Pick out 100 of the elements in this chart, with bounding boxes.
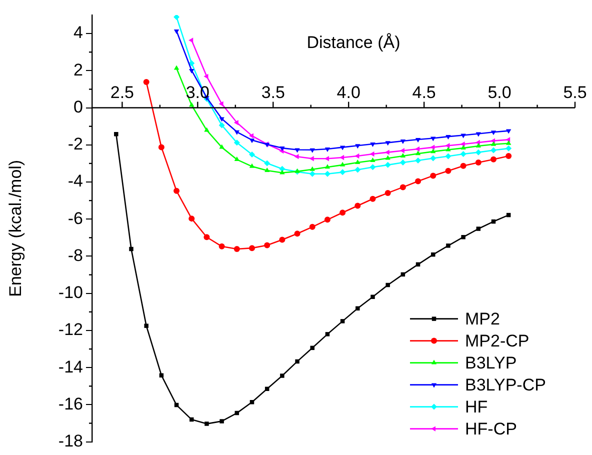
point <box>384 190 391 196</box>
point <box>340 210 346 216</box>
x-tick-label: 2.5 <box>110 82 134 102</box>
legend-label: MP2 <box>465 309 500 328</box>
point <box>400 140 406 144</box>
point <box>415 178 422 184</box>
point <box>400 184 406 190</box>
point <box>475 149 482 156</box>
point <box>218 122 225 128</box>
point <box>144 324 148 328</box>
y-axis-title: Energy (kcal./mol) <box>6 160 25 297</box>
point <box>415 150 421 156</box>
y-tick-label: 4 <box>74 23 83 42</box>
y-tick-label: -4 <box>68 172 83 191</box>
point <box>415 138 421 143</box>
point <box>174 65 180 70</box>
point <box>159 373 164 378</box>
point <box>310 166 315 171</box>
point <box>174 15 180 20</box>
point <box>445 153 452 160</box>
point <box>340 162 346 166</box>
x-tick-label: 5.5 <box>563 82 587 102</box>
point <box>188 38 194 43</box>
point <box>430 144 435 150</box>
y-tick-label: -6 <box>68 208 83 228</box>
point <box>354 153 360 159</box>
point <box>370 151 374 157</box>
point <box>264 168 270 172</box>
point <box>220 419 224 424</box>
point <box>143 78 150 85</box>
point <box>174 29 180 34</box>
y-tick-label: -16 <box>58 394 83 414</box>
x-axis-title: Distance (Å) <box>306 32 400 52</box>
point <box>460 162 466 169</box>
point <box>386 282 390 288</box>
point <box>129 246 134 252</box>
point <box>430 172 436 179</box>
point <box>249 163 255 168</box>
point <box>460 150 466 157</box>
point <box>461 235 466 240</box>
point <box>475 140 480 146</box>
y-tick-label: -8 <box>68 246 83 265</box>
point <box>294 154 299 160</box>
point <box>280 146 285 152</box>
y-tick-label: 0 <box>74 97 83 116</box>
point <box>446 244 450 248</box>
point <box>234 246 240 252</box>
point <box>340 154 344 160</box>
point <box>248 152 255 158</box>
legend-label: MP2-CP <box>465 331 530 350</box>
point <box>340 319 345 324</box>
legend-label: HF-CP <box>465 419 517 438</box>
point <box>219 144 224 149</box>
point <box>264 160 270 166</box>
legend-label: HF <box>465 397 488 416</box>
point <box>490 141 496 146</box>
point <box>264 242 270 248</box>
point <box>385 141 390 146</box>
point <box>309 156 314 162</box>
point <box>295 359 300 364</box>
point <box>310 148 315 153</box>
point <box>370 164 376 170</box>
point <box>445 168 452 174</box>
point <box>324 216 330 223</box>
point <box>280 374 284 378</box>
y-tick-label: -2 <box>68 134 83 154</box>
point <box>370 196 376 202</box>
point <box>188 60 195 66</box>
y-tick-label: -14 <box>58 357 83 376</box>
point <box>460 134 466 138</box>
point <box>400 153 406 158</box>
point <box>446 135 451 140</box>
point <box>490 130 496 136</box>
point <box>324 170 330 177</box>
point <box>476 143 481 148</box>
point <box>218 101 224 106</box>
point <box>385 155 390 160</box>
point <box>370 157 376 162</box>
y-tick-label: -10 <box>58 283 83 302</box>
point <box>309 224 316 230</box>
point <box>356 306 360 310</box>
point <box>354 166 361 173</box>
y-tick-label: -18 <box>58 431 83 450</box>
point <box>189 68 194 74</box>
point <box>310 346 314 350</box>
point <box>475 160 482 166</box>
point <box>234 130 240 135</box>
point <box>400 148 404 154</box>
point <box>114 132 118 136</box>
point <box>234 140 240 146</box>
point <box>490 156 496 162</box>
point <box>158 144 164 150</box>
point <box>218 243 225 250</box>
point <box>460 142 465 147</box>
point <box>188 216 195 222</box>
point <box>384 162 391 168</box>
point <box>354 202 361 209</box>
point <box>248 245 255 252</box>
point <box>324 164 330 169</box>
point <box>415 146 420 152</box>
